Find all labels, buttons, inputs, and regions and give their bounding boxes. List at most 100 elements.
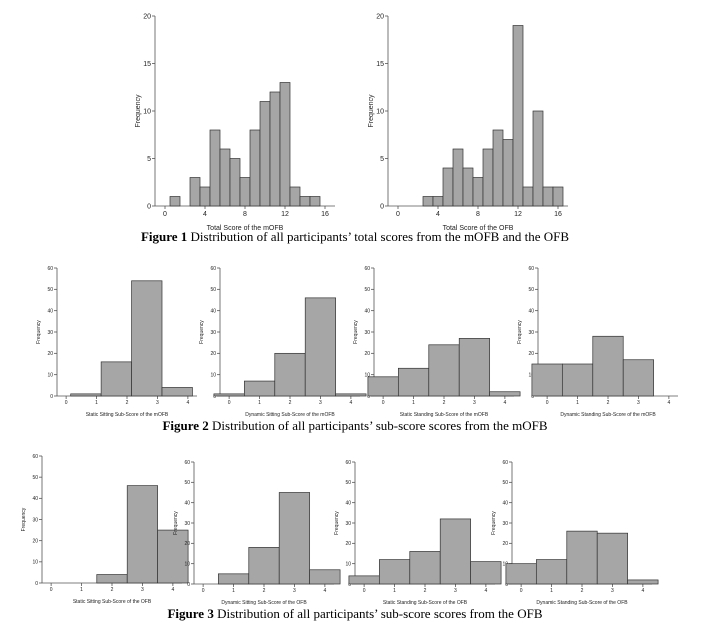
chart-4-y-tick-label: 10 — [364, 372, 370, 378]
chart-7-y-tick-label: 40 — [184, 500, 190, 506]
figure-3-text: Distribution of all participants’ sub-sc… — [213, 606, 543, 621]
chart-2-bar — [131, 280, 163, 397]
chart-4-y-label: Frequency — [353, 320, 359, 344]
chart-4-bar — [367, 376, 399, 397]
chart-9-bar — [505, 563, 537, 585]
chart-1-y-tick-label: 0 — [380, 203, 384, 210]
chart-2-bar — [100, 361, 132, 397]
chart-3-y-tick-label: 60 — [210, 266, 216, 272]
chart-8-x-tick-label: 1 — [393, 588, 396, 594]
chart-5-x-tick-label: 2 — [607, 400, 610, 406]
figure-2-text: Distribution of all participants’ sub-sc… — [208, 418, 548, 433]
chart-5-y-tick-label: 0 — [531, 394, 534, 400]
chart-9-bar — [566, 530, 598, 585]
chart-2-x-tick-label: 4 — [186, 400, 189, 406]
chart-6-y-tick-label: 30 — [32, 517, 38, 523]
chart-total-mofb: 0 5 10 15 20 0 4 8 12 16 Total Score of the mOFB Fr… — [135, 13, 335, 232]
chart-6-bar — [96, 574, 128, 584]
chart-2-y-tick-label: 30 — [47, 330, 53, 336]
chart-5-y-tick-label: 20 — [528, 351, 534, 357]
chart-dynamic-sitting-ofb: 0 10 20 30 40 50 60 0 1 2 3 4 Dynamic Sitting Sub-Sc… — [173, 460, 341, 606]
chart-3-bar — [213, 393, 245, 397]
figure-3-label: Figure 3 — [167, 606, 214, 621]
chart-8-bar — [378, 559, 411, 585]
chart-4-bar — [489, 391, 521, 397]
chart-9-y-tick-label: 0 — [505, 582, 508, 588]
chart-3-x-tick-label: 4 — [349, 400, 352, 406]
chart-1-y-label: Frequency — [368, 94, 375, 128]
chart-1-bar — [522, 186, 534, 207]
chart-8-bar — [439, 518, 472, 585]
chart-9-y-tick-label: 50 — [502, 480, 508, 486]
chart-4-y-tick-label: 50 — [364, 287, 370, 293]
chart-0-x-tick-label: 16 — [321, 211, 329, 218]
chart-9-y-tick-label: 30 — [502, 521, 508, 527]
figure-2-caption: Figure 2 Distribution of all participant… — [0, 418, 710, 434]
chart-9-x-tick-label: 3 — [611, 588, 614, 594]
chart-7-y-label: Frequency — [173, 511, 179, 535]
chart-0-bar — [289, 186, 301, 207]
chart-6-y-tick-label: 20 — [32, 538, 38, 544]
chart-3-y-tick-label: 30 — [210, 330, 216, 336]
chart-9-x-tick-label: 4 — [641, 588, 644, 594]
chart-3-y-label: Frequency — [199, 320, 205, 344]
chart-0-bar — [279, 82, 291, 207]
chart-1-y-tick-label: 20 — [376, 13, 384, 20]
chart-3-y-tick-label: 40 — [210, 308, 216, 314]
chart-7-y-tick-label: 50 — [184, 480, 190, 486]
chart-3-x-label: Dynamic Sitting Sub-Score of the mOFB — [245, 412, 335, 418]
chart-9-x-tick-label: 0 — [520, 588, 523, 594]
chart-3-y-tick-label: 0 — [213, 394, 216, 400]
chart-5-y-label: Frequency — [517, 320, 523, 344]
chart-1-bar — [482, 148, 494, 207]
figure-2-label: Figure 2 — [162, 418, 209, 433]
chart-0-y-label: Frequency — [135, 94, 142, 128]
chart-4-bar — [428, 344, 460, 397]
chart-total-ofb: 0 5 10 15 20 0 4 8 12 16 Total Score of the OFB Fre… — [368, 13, 568, 232]
chart-8-y-tick-label: 50 — [345, 480, 351, 486]
chart-9-x-tick-label: 2 — [581, 588, 584, 594]
chart-6-y-tick-label: 0 — [35, 581, 38, 587]
chart-3-bar — [304, 297, 337, 397]
chart-1-x-label: Total Score of the OFB — [443, 225, 514, 232]
chart-dynamic-standing-mofb: 0 10 20 30 40 50 60 0 1 2 3 4 Dynamic Standing Sub-S… — [517, 266, 678, 418]
chart-6-x-tick-label: 1 — [80, 587, 83, 593]
chart-8-x-tick-label: 3 — [454, 588, 457, 594]
chart-1-bar — [452, 148, 464, 207]
chart-1-x-tick-label: 8 — [476, 211, 480, 218]
chart-7-x-tick-label: 4 — [323, 588, 326, 594]
chart-8-bar — [409, 551, 441, 585]
figure-3-caption: Figure 3 Distribution of all participant… — [0, 606, 710, 622]
chart-4-y-tick-label: 40 — [364, 308, 370, 314]
chart-0-bar — [209, 129, 221, 207]
chart-6-y-tick-label: 60 — [32, 454, 38, 460]
chart-static-sitting-mofb: 0 10 20 30 40 50 60 0 1 2 3 4 Static Sitting Sub-Sco… — [36, 266, 197, 418]
chart-3-x-tick-label: 1 — [258, 400, 261, 406]
chart-2-y-label: Frequency — [36, 320, 42, 344]
chart-1-bar — [502, 139, 514, 207]
chart-9-x-tick-label: 1 — [550, 588, 553, 594]
chart-0-bar — [199, 186, 211, 207]
chart-7-bar — [217, 573, 250, 585]
chart-4-x-tick-label: 1 — [412, 400, 415, 406]
chart-1-bar — [432, 196, 444, 207]
chart-5-y-tick-label: 40 — [528, 308, 534, 314]
chart-6-y-tick-label: 50 — [32, 475, 38, 481]
chart-4-y-tick-label: 30 — [364, 330, 370, 336]
chart-7-bar — [248, 547, 280, 585]
chart-7-y-tick-label: 0 — [187, 582, 190, 588]
chart-1-bar — [472, 177, 484, 207]
chart-4-y-tick-label: 0 — [367, 394, 370, 400]
chart-5-x-tick-label: 3 — [637, 400, 640, 406]
chart-6-y-tick-label: 40 — [32, 496, 38, 502]
chart-6-x-tick-label: 4 — [171, 587, 174, 593]
chart-2-y-tick-label: 0 — [50, 394, 53, 400]
chart-5-x-tick-label: 4 — [667, 400, 670, 406]
chart-7-x-label: Dynamic Sitting Sub-Score of the OFB — [221, 600, 307, 606]
chart-6-x-tick-label: 3 — [141, 587, 144, 593]
chart-9-bar — [627, 579, 659, 585]
chart-9-y-tick-label: 20 — [502, 541, 508, 547]
chart-1-bar — [552, 186, 564, 207]
chart-7-bar — [309, 569, 341, 585]
chart-static-standing-ofb: 0 10 20 30 40 50 60 0 1 2 3 4 Static Standing Sub-Sc… — [334, 460, 502, 606]
